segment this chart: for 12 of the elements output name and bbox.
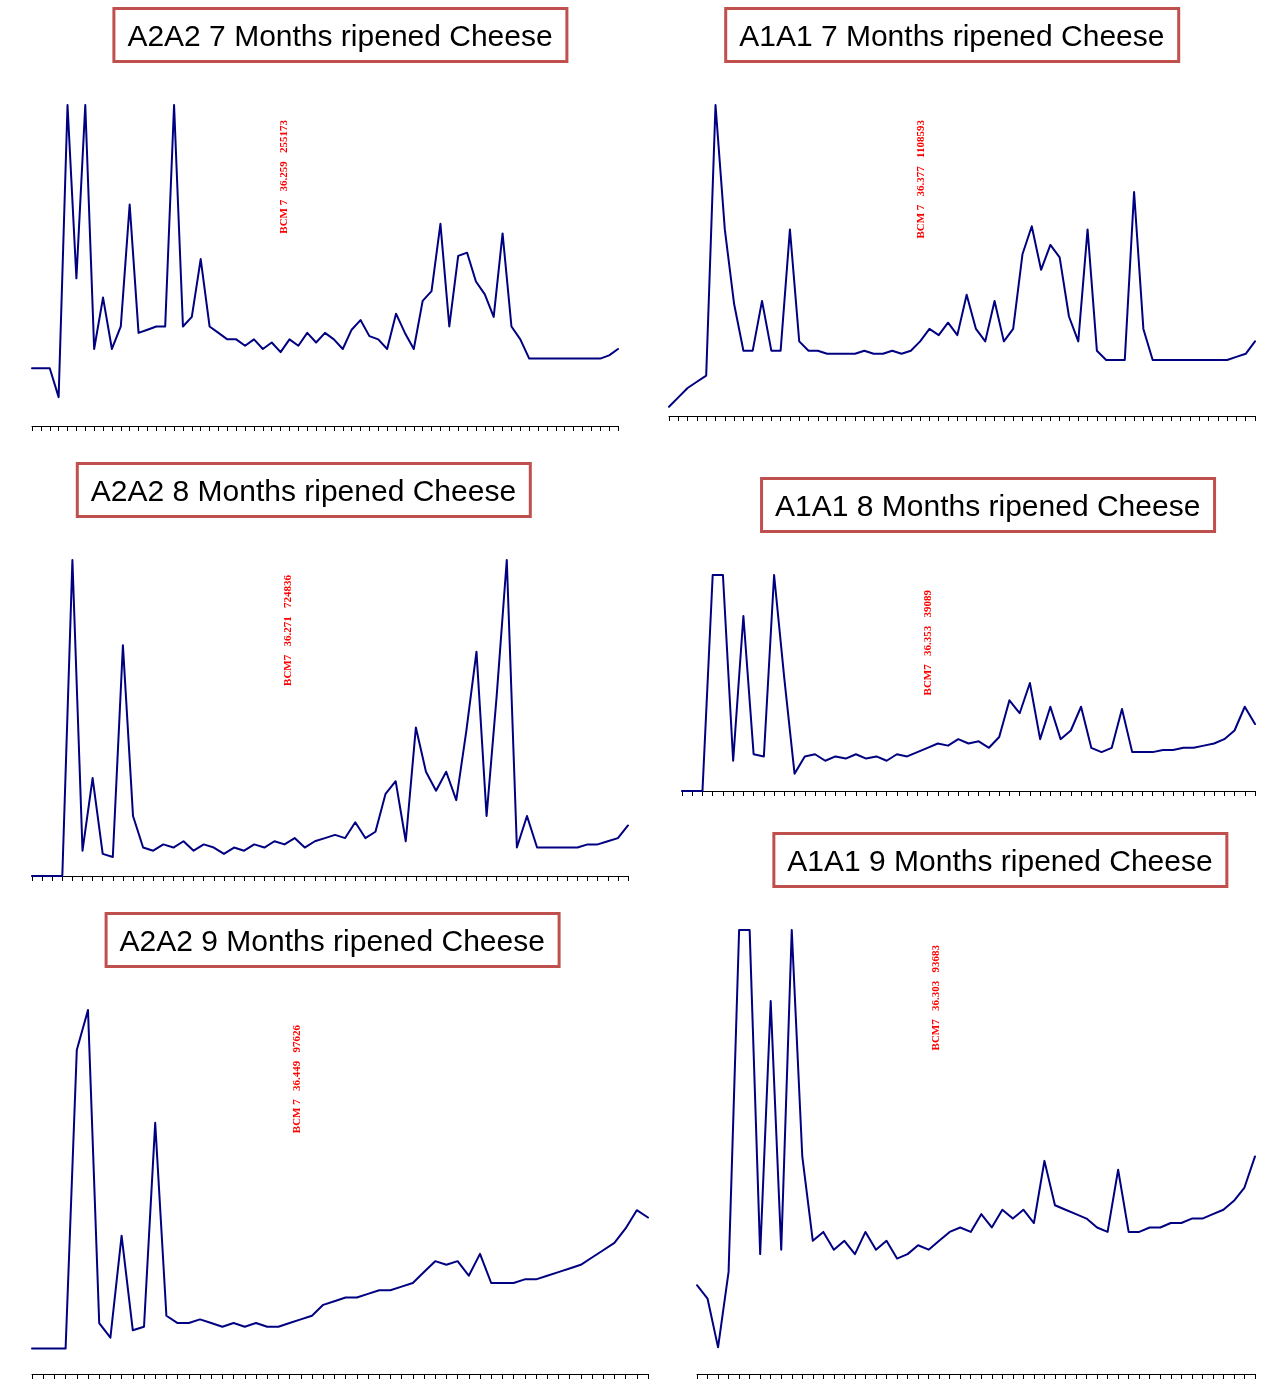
annotation: BCM 7 36.377 1108593 (913, 119, 926, 239)
chart-title: A2A2 7 Months ripened Cheese (127, 18, 553, 52)
annotation: BCM7 36.303 93683 (929, 944, 942, 1051)
chart-title: A2A2 9 Months ripened Cheese (119, 923, 545, 957)
annotation: BCM 7 36.449 97626 (289, 1024, 302, 1134)
chart-title: A1A1 9 Months ripened Cheese (787, 843, 1213, 877)
annotation: BCM7 36.271 724836 (281, 574, 294, 686)
chart-title: A1A1 8 Months ripened Cheese (775, 488, 1201, 522)
chart-title: A2A2 8 Months ripened Cheese (90, 473, 517, 507)
chart-title: A1A1 7 Months ripened Cheese (739, 18, 1165, 52)
annotation: BCM7 36.353 39089 (920, 589, 933, 696)
annotation: BCM 7 36.259 255173 (276, 119, 289, 234)
